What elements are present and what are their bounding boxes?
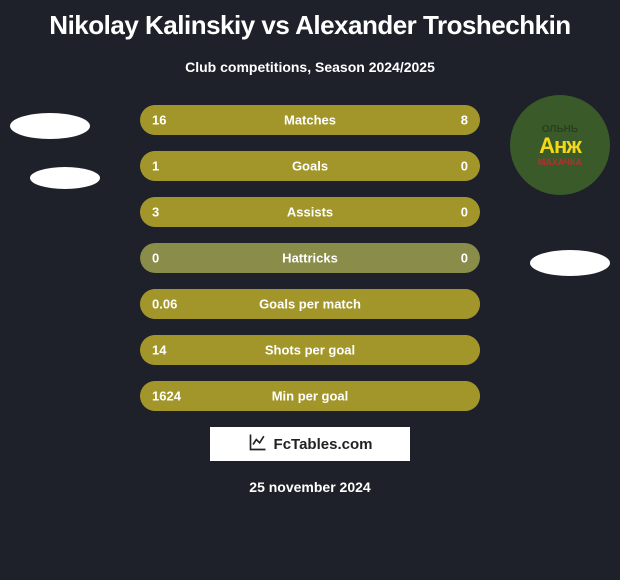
page-subtitle: Club competitions, Season 2024/2025	[0, 59, 620, 75]
stat-label: Matches	[284, 113, 336, 128]
stat-label: Goals	[292, 159, 328, 174]
date-label: 25 november 2024	[0, 479, 620, 495]
stat-bar-right-fill	[405, 197, 480, 227]
avatar-right-text-bot: МАХАЧКА	[538, 157, 582, 167]
stat-value-left: 0.06	[152, 297, 177, 312]
stat-label: Min per goal	[272, 389, 349, 404]
stat-row: 14 Shots per goal	[140, 335, 480, 365]
stat-value-right: 0	[461, 159, 468, 174]
chart-icon	[248, 432, 268, 457]
avatar-left-placeholder-2	[30, 167, 100, 189]
stat-bar-right-fill	[405, 151, 480, 181]
stat-bars-container: 16 8 Matches 1 0 Goals 3 0 Assists 0 0 Hattricks 0.0…	[140, 105, 480, 411]
stat-value-left: 14	[152, 343, 166, 358]
stat-row: 1 0 Goals	[140, 151, 480, 181]
avatar-right-text-mid: Анж	[539, 133, 581, 159]
stat-row: 1624 Min per goal	[140, 381, 480, 411]
stat-value-right: 0	[461, 251, 468, 266]
footer-brand-text: FcTables.com	[274, 436, 373, 453]
stat-value-left: 3	[152, 205, 159, 220]
stat-label: Goals per match	[259, 297, 361, 312]
stat-row: 0 0 Hattricks	[140, 243, 480, 273]
stat-value-left: 0	[152, 251, 159, 266]
comparison-content: ОЛЬНЬ Анж МАХАЧКА 168Matches10Goals30Ass…	[0, 105, 620, 411]
stat-bar-left-fill	[140, 197, 405, 227]
stat-value-left: 1	[152, 159, 159, 174]
stat-label: Assists	[287, 205, 333, 220]
footer-brand-badge[interactable]: FcTables.com	[210, 427, 410, 461]
stat-value-right: 8	[461, 113, 468, 128]
page-title: Nikolay Kalinskiy vs Alexander Troshechk…	[0, 0, 620, 41]
stat-value-left: 16	[152, 113, 166, 128]
stat-row: 16 8 Matches	[140, 105, 480, 135]
stat-bar-left-fill	[140, 151, 405, 181]
stat-row: 3 0 Assists	[140, 197, 480, 227]
stat-value-right: 0	[461, 205, 468, 220]
stat-label: Shots per goal	[265, 343, 355, 358]
stat-value-left: 1624	[152, 389, 181, 404]
stat-row: 0.06 Goals per match	[140, 289, 480, 319]
avatar-left-placeholder-1	[10, 113, 90, 139]
avatar-right: ОЛЬНЬ Анж МАХАЧКА	[510, 95, 610, 195]
stat-label: Hattricks	[282, 251, 338, 266]
avatar-right-placeholder	[530, 250, 610, 276]
